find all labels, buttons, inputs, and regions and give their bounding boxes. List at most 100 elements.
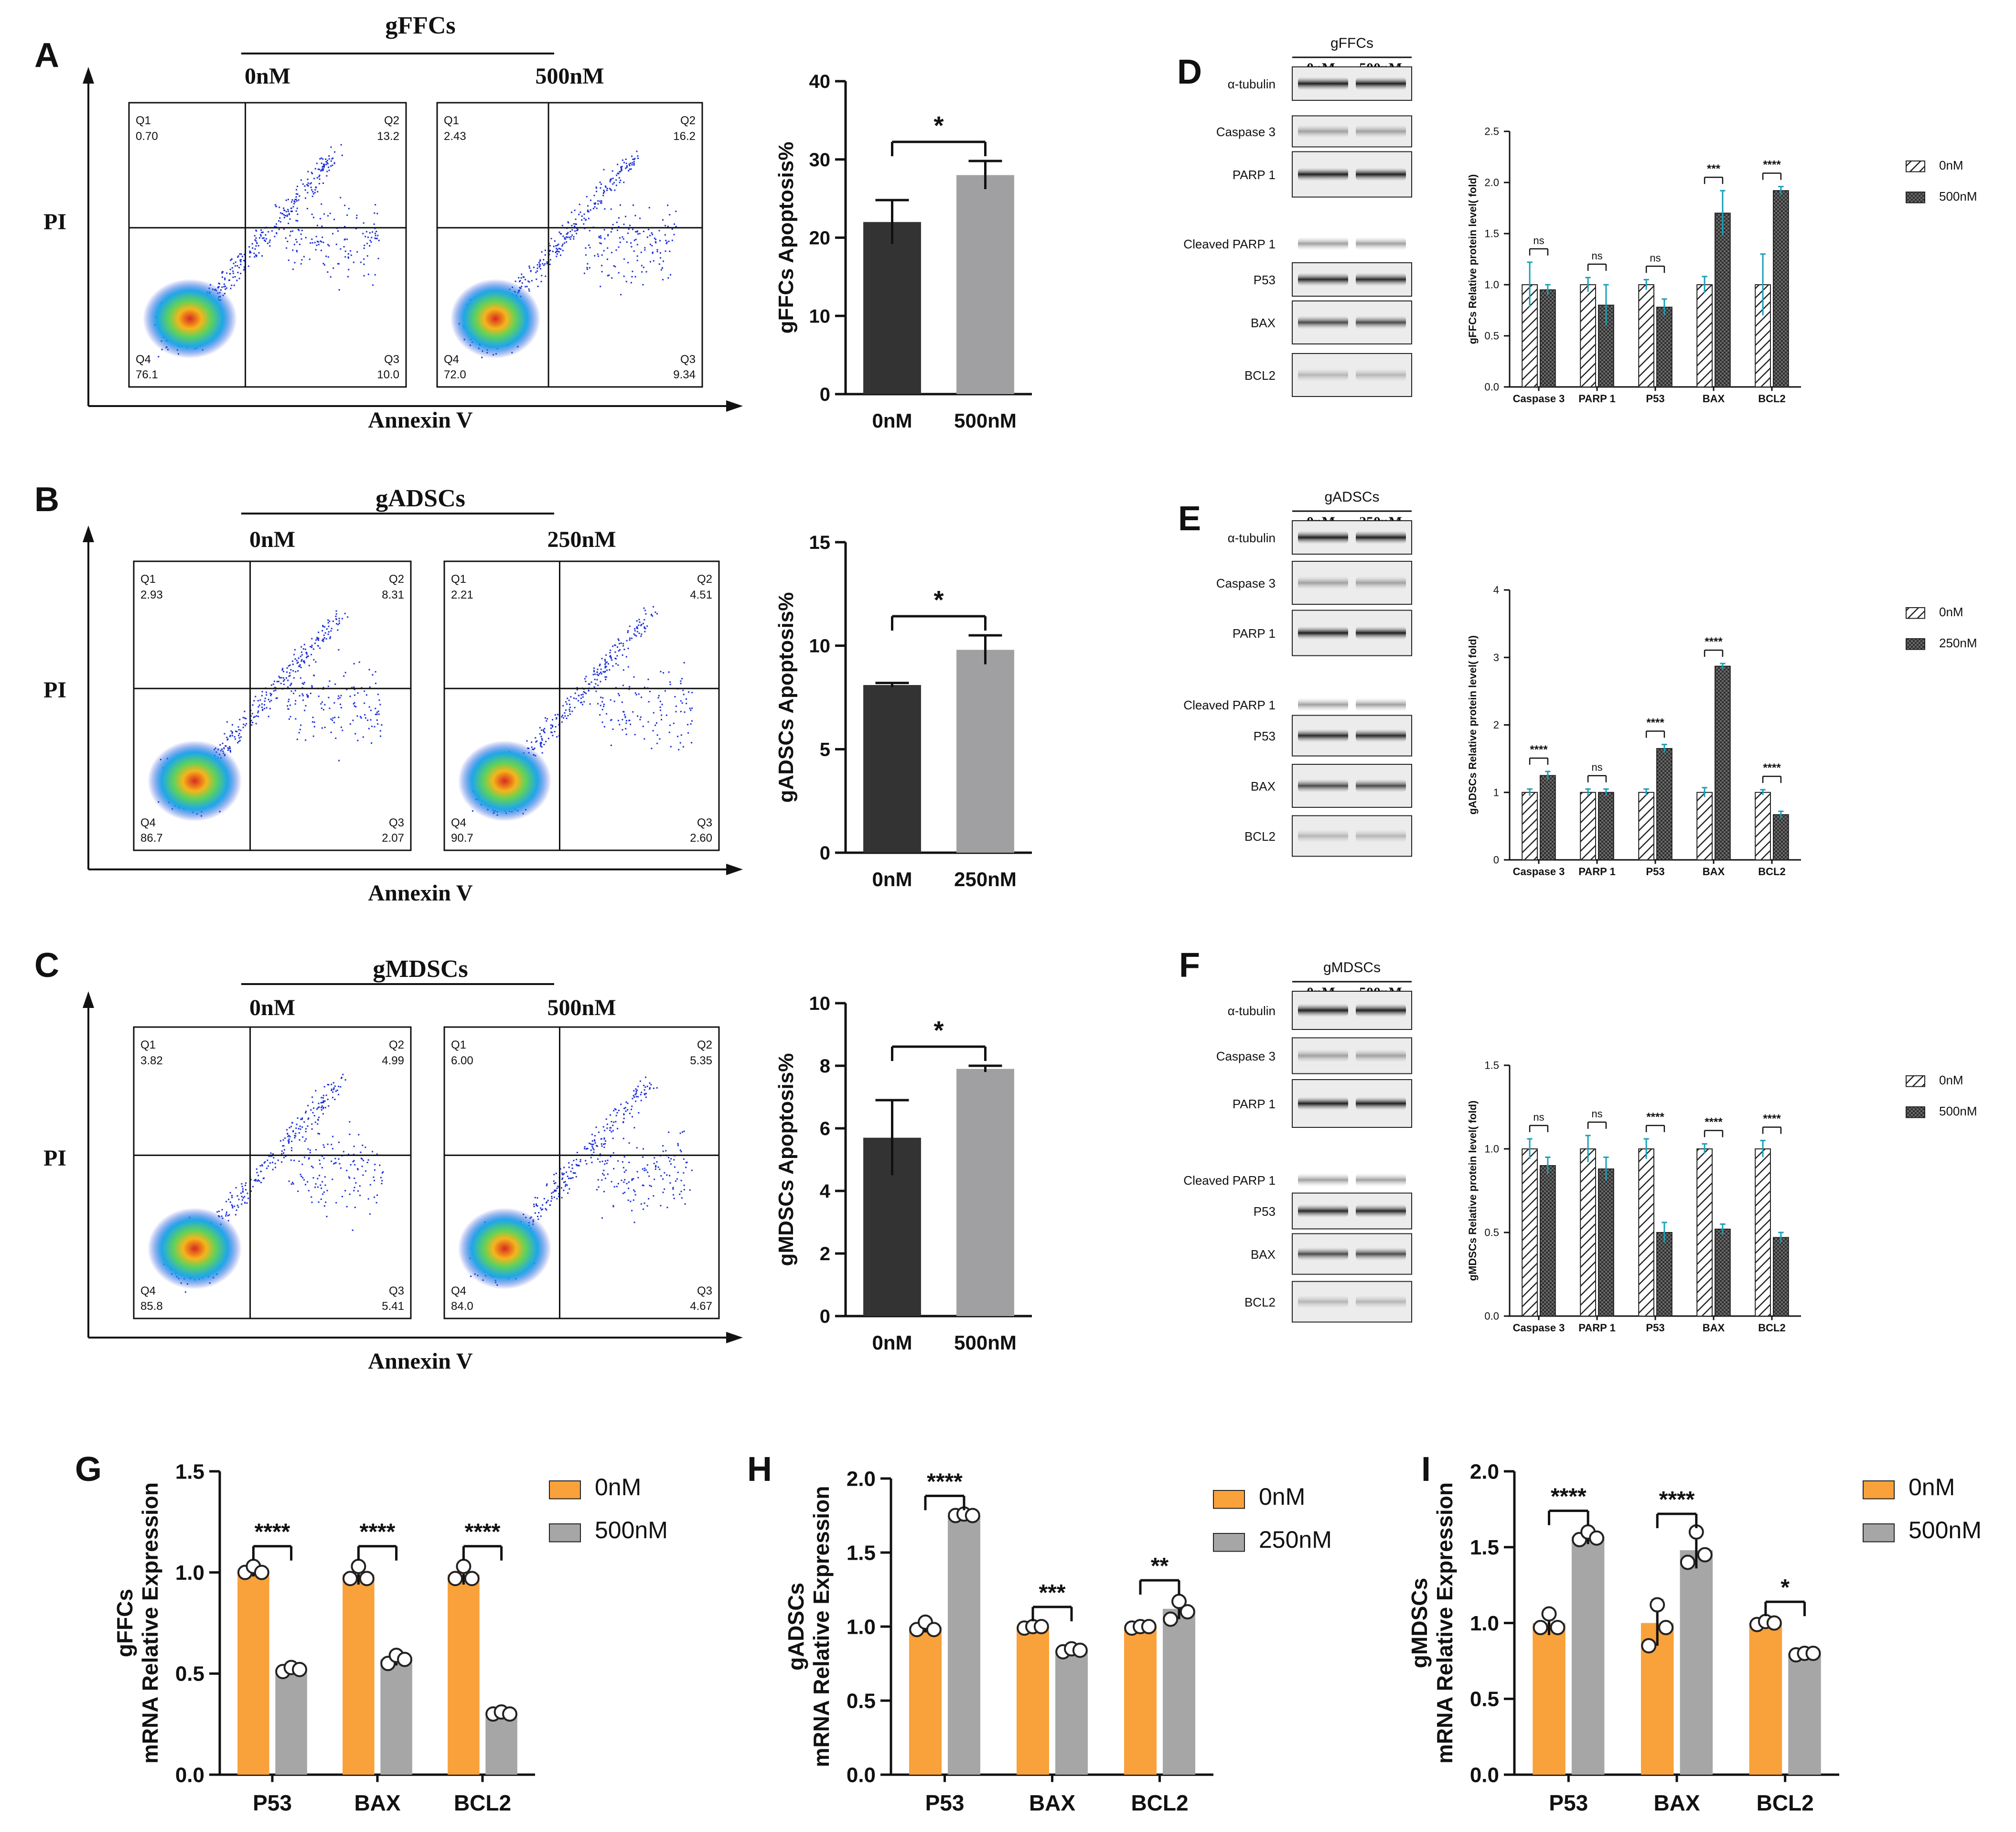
bar (1715, 213, 1731, 387)
significance-marker: **** (1763, 761, 1781, 774)
band-label: α-tubulin (1228, 1004, 1276, 1018)
y-tick-label: 40 (809, 71, 831, 92)
quadrant-label: Q2 (389, 1039, 404, 1051)
panel-letter: I (1421, 1450, 1431, 1489)
x-tick-label: BCL2 (1757, 1790, 1814, 1815)
quadrant-value: 5.41 (382, 1300, 404, 1313)
bar (1656, 1232, 1673, 1317)
bar (1540, 1165, 1556, 1317)
x-tick-label: 500nM (954, 1331, 1017, 1354)
bar (1749, 1623, 1782, 1775)
quadrant-value: 4.99 (382, 1054, 404, 1067)
x-axis-label: Annexin V (368, 407, 473, 433)
quadrant-value: 13.2 (377, 130, 399, 143)
quadrant-label: Q2 (384, 114, 399, 127)
y-tick-label: 2 (820, 1243, 830, 1264)
y-axis-title: gFFCs Apoptosis% (774, 142, 798, 334)
data-point (292, 1661, 308, 1677)
significance-marker: **** (1763, 1113, 1781, 1125)
x-tick-label: P53 (925, 1790, 965, 1815)
significance-marker: *** (1707, 162, 1721, 175)
x-tick-label: 250nM (954, 868, 1017, 890)
data-point (1541, 1606, 1557, 1622)
bar (1656, 748, 1673, 860)
legend-swatch (1906, 1106, 1925, 1118)
quadrant-label: Q2 (389, 573, 404, 586)
bar (909, 1627, 942, 1775)
chart-B2: 0 5 10 15 gADSCs Apoptosis% 0nM 250nM * (774, 532, 1032, 890)
quadrant-label: Q3 (697, 816, 712, 829)
quadrant-label: Q3 (680, 353, 696, 366)
quadrant-value: 8.31 (382, 589, 404, 601)
y-tick-label: 10 (809, 636, 831, 657)
y-axis-title: gADSCs Apoptosis% (774, 592, 798, 803)
protein-band (1356, 626, 1406, 640)
cell-type-title: gMDSCs (373, 955, 468, 983)
significance-marker: **** (1763, 159, 1781, 171)
y-tick-label: 0.5 (175, 1662, 204, 1686)
y-axis-label: PI (43, 677, 66, 703)
density-core (450, 279, 541, 359)
data-point (1033, 1619, 1049, 1634)
significance-marker: ns (1533, 1111, 1544, 1123)
bar (1580, 284, 1596, 387)
protein-band (1298, 576, 1348, 589)
data-point (1180, 1604, 1195, 1619)
y-axis-title: gMDSCs Relative protein level( fold) (1467, 1101, 1479, 1281)
band-label: PARP 1 (1233, 168, 1276, 182)
protein-band (1356, 576, 1406, 589)
y-tick-label: 8 (820, 1056, 830, 1077)
data-point (397, 1651, 413, 1667)
band-label: BCL2 (1244, 1295, 1276, 1309)
x-tick-label: BCL2 (1758, 1322, 1785, 1334)
density-core (148, 740, 242, 822)
significance-marker: **** (1646, 1111, 1664, 1124)
significance-marker: * (1780, 1575, 1790, 1600)
significance-marker: ns (1533, 235, 1544, 246)
bar (863, 222, 921, 394)
band-label: Caspase 3 (1216, 576, 1276, 590)
band-label: BAX (1251, 779, 1276, 793)
protein-band (1356, 779, 1406, 793)
data-point (965, 1508, 980, 1523)
significance-marker: **** (1705, 1116, 1723, 1129)
scatter-plot: 500nM Q1 2.43 Q2 16.2 Q4 72.0 Q3 9.34 (436, 64, 703, 388)
y-tick-label: 1.5 (1484, 228, 1499, 240)
bar (1656, 307, 1673, 388)
band-label: P53 (1254, 273, 1276, 287)
data-point (1072, 1642, 1088, 1658)
bar (1755, 792, 1771, 860)
quadrant-value: 9.34 (673, 368, 696, 381)
bar (1571, 1536, 1605, 1775)
protein-band (1356, 168, 1406, 181)
quadrant-value: 2.21 (451, 589, 473, 601)
y-tick-label: 2.0 (1484, 177, 1499, 189)
bar (1598, 1168, 1614, 1317)
quadrant-value: 0.70 (136, 130, 158, 143)
y-tick-label: 1.0 (847, 1615, 876, 1639)
legend-label: 0nM (1909, 1474, 1955, 1500)
quadrant-label: Q4 (140, 1285, 156, 1297)
y-tick-label: 6 (820, 1118, 830, 1139)
data-point (464, 1571, 480, 1586)
x-tick-label: BCL2 (1131, 1790, 1188, 1815)
legend-label: 0nM (1939, 1073, 1963, 1087)
x-tick-label: BAX (1029, 1790, 1075, 1815)
protein-band (1298, 125, 1348, 138)
chart-F2: 0.0 0.5 1.0 1.5 gMDSCs Relative protein leve… (1467, 1060, 1977, 1334)
bar (956, 1069, 1014, 1316)
y-tick-label: 1.0 (175, 1561, 204, 1585)
significance-marker: * (933, 586, 944, 614)
y-tick-label: 0.5 (847, 1689, 876, 1713)
data-point (351, 1558, 366, 1574)
y-tick-label: 0.0 (1484, 381, 1499, 393)
bar (947, 1515, 981, 1775)
bar (1540, 775, 1556, 860)
y-tick-label: 0 (820, 843, 830, 864)
x-tick-label: PARP 1 (1578, 1322, 1615, 1334)
significance-marker: **** (255, 1520, 290, 1545)
data-point (1658, 1620, 1674, 1636)
band-label: Caspase 3 (1216, 1049, 1276, 1063)
